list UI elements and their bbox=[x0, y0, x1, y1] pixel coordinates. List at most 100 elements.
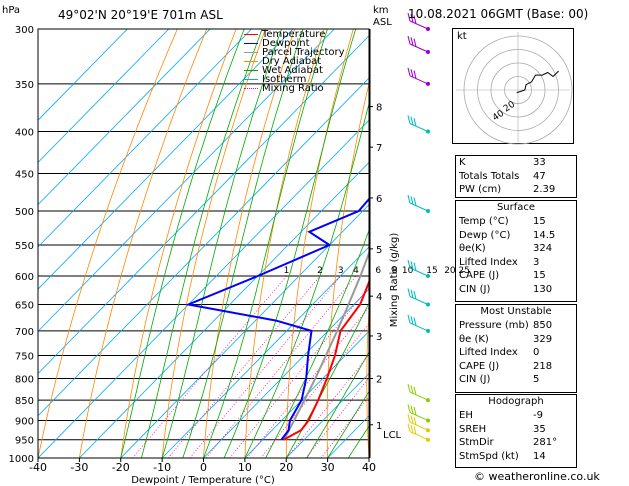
mixing-ratio-label: 6 bbox=[375, 266, 381, 276]
index-row-pw: PW (cm) 2.39 bbox=[459, 184, 556, 196]
copyright: © weatheronline.co.uk bbox=[474, 470, 600, 483]
legend-label: Mixing Ratio bbox=[262, 83, 324, 94]
pressure-tick-label: 700 bbox=[15, 327, 34, 338]
mixing-ratio-line bbox=[205, 275, 357, 458]
lcl-label: LCL bbox=[383, 430, 402, 441]
dry-adiabat-line bbox=[79, 29, 208, 458]
legend-label: Dry Adiabat bbox=[262, 56, 322, 67]
legend-swatch bbox=[244, 52, 258, 53]
x-axis-label: Dewpoint / Temperature (°C) bbox=[131, 475, 275, 486]
mixing-ratio-line bbox=[229, 286, 369, 458]
hodograph-trace bbox=[516, 70, 559, 94]
legend-label: Dewpoint bbox=[262, 38, 310, 49]
hodograph-frame bbox=[452, 28, 574, 144]
wet-adiabat-line bbox=[120, 29, 245, 458]
x-tick-label: 40 bbox=[362, 461, 376, 474]
indices-panel: K 33 Totals Totals 47 PW (cm) 2.39 bbox=[455, 155, 577, 198]
isotherm-line bbox=[38, 29, 294, 290]
wind-barb bbox=[407, 194, 430, 214]
pressure-tick-label: 850 bbox=[15, 396, 34, 407]
wind-barb bbox=[407, 383, 430, 403]
wet-adiabat-line bbox=[306, 351, 369, 458]
wind-barb bbox=[407, 12, 430, 31]
legend-label: Temperature bbox=[262, 29, 326, 40]
wind-barb bbox=[407, 288, 430, 307]
mu-row: Lifted Index 0 bbox=[459, 347, 540, 359]
km-tick-label: 7 bbox=[376, 143, 382, 154]
legend-entry: Dry Adiabat bbox=[244, 56, 345, 67]
legend-entry: Parcel Trajectory bbox=[244, 47, 345, 58]
mixing-ratio-label: 3 bbox=[338, 266, 344, 276]
hodo-row: StmDir 281° bbox=[459, 437, 558, 449]
wet-adiabat-line bbox=[244, 102, 369, 458]
surface-row: CIN (J) 130 bbox=[459, 283, 553, 295]
dry-adiabat-line bbox=[203, 29, 296, 458]
surface-row: θe(K) 324 bbox=[459, 243, 553, 255]
mixing-ratio-line bbox=[246, 306, 369, 458]
legend-swatch bbox=[244, 34, 258, 35]
mixing-ratio-label: 20 bbox=[444, 266, 456, 276]
mixing-ratio-label: 10 bbox=[402, 266, 414, 276]
pressure-tick-label: 900 bbox=[15, 416, 34, 427]
wet-adiabat-line bbox=[203, 29, 328, 458]
parcel-trajectory-line bbox=[282, 250, 369, 441]
isotherm-line bbox=[38, 29, 252, 248]
x-tick-label: 20 bbox=[279, 461, 293, 474]
mixing-ratio-label: 25 bbox=[458, 266, 469, 276]
wet-adiabat-line bbox=[265, 229, 369, 458]
hodo-row: EH -9 bbox=[459, 410, 543, 421]
isotherm-line bbox=[38, 29, 128, 121]
isotherm-line bbox=[244, 330, 369, 458]
plot-area bbox=[38, 29, 629, 458]
mu-row: CIN (J) 5 bbox=[459, 374, 540, 386]
legend-label: Isotherm bbox=[262, 74, 307, 85]
hodograph-params-title: Hodograph bbox=[488, 396, 544, 407]
chart-title: 49°02'N 20°19'E 701m ASL bbox=[58, 8, 223, 22]
isotherm-line bbox=[161, 246, 369, 458]
mixing-ratio-label: 4 bbox=[353, 266, 359, 276]
hodo-row: SREH 35 bbox=[459, 423, 546, 435]
km-tick-label: 1 bbox=[376, 421, 382, 432]
km-tick-label: 6 bbox=[376, 194, 382, 205]
dewpoint-line bbox=[184, 197, 369, 441]
dry-adiabat-line bbox=[326, 82, 369, 458]
mixing-ratio-line bbox=[189, 275, 342, 458]
legend-entry: Dewpoint bbox=[244, 38, 345, 49]
km-tick-label: 4 bbox=[376, 292, 382, 303]
most-unstable-title: Most Unstable bbox=[480, 306, 552, 317]
hodograph-unit-label: kt bbox=[457, 31, 467, 42]
legend-swatch bbox=[244, 88, 258, 89]
x-tick-label: -40 bbox=[29, 461, 47, 474]
legend-label: Parcel Trajectory bbox=[262, 47, 345, 58]
mixing-ratio-label: 15 bbox=[426, 266, 437, 276]
dry-adiabat-line bbox=[405, 29, 441, 458]
surface-row: Dewp (°C) 14.5 bbox=[459, 229, 556, 241]
wet-adiabat-line bbox=[182, 29, 304, 458]
km-label: km bbox=[373, 5, 389, 16]
x-tick-label: -20 bbox=[112, 461, 130, 474]
surface-title: Surface bbox=[496, 202, 536, 213]
legend-swatch bbox=[244, 61, 258, 62]
wind-barb bbox=[407, 314, 430, 333]
pressure-unit-label: hPa bbox=[2, 5, 20, 16]
index-row-tt: Totals Totals 47 bbox=[459, 170, 546, 182]
pressure-tick-label: 650 bbox=[15, 301, 34, 312]
mu-row: θe (K) 329 bbox=[459, 333, 553, 345]
pressure-tick-label: 350 bbox=[15, 80, 34, 91]
wind-barb bbox=[407, 414, 430, 433]
pressure-tick-label: 500 bbox=[15, 207, 34, 218]
pressure-tick-label: 1000 bbox=[9, 454, 34, 465]
x-tick-label: -30 bbox=[70, 461, 88, 474]
temperature-line bbox=[283, 279, 369, 441]
mixing-ratio-line bbox=[132, 275, 287, 458]
temperature-axis: -40 -30 -20 -10 0 10 20 30 40 bbox=[29, 458, 376, 474]
hodograph-params-panel: Hodograph EH -9 SREH 35 StmDir 281° StmSpd … bbox=[455, 394, 577, 468]
isotherm-line bbox=[38, 29, 211, 206]
x-tick-label: 10 bbox=[238, 461, 252, 474]
wet-adiabat-line bbox=[327, 390, 369, 458]
surface-panel: Surface Temp (°C) 15 Dewp (°C) 14.5 θe(K) 3… bbox=[455, 200, 577, 302]
dry-adiabat-line bbox=[613, 29, 629, 458]
date-title: 10.08.2021 06GMT (Base: 00) bbox=[408, 7, 589, 21]
